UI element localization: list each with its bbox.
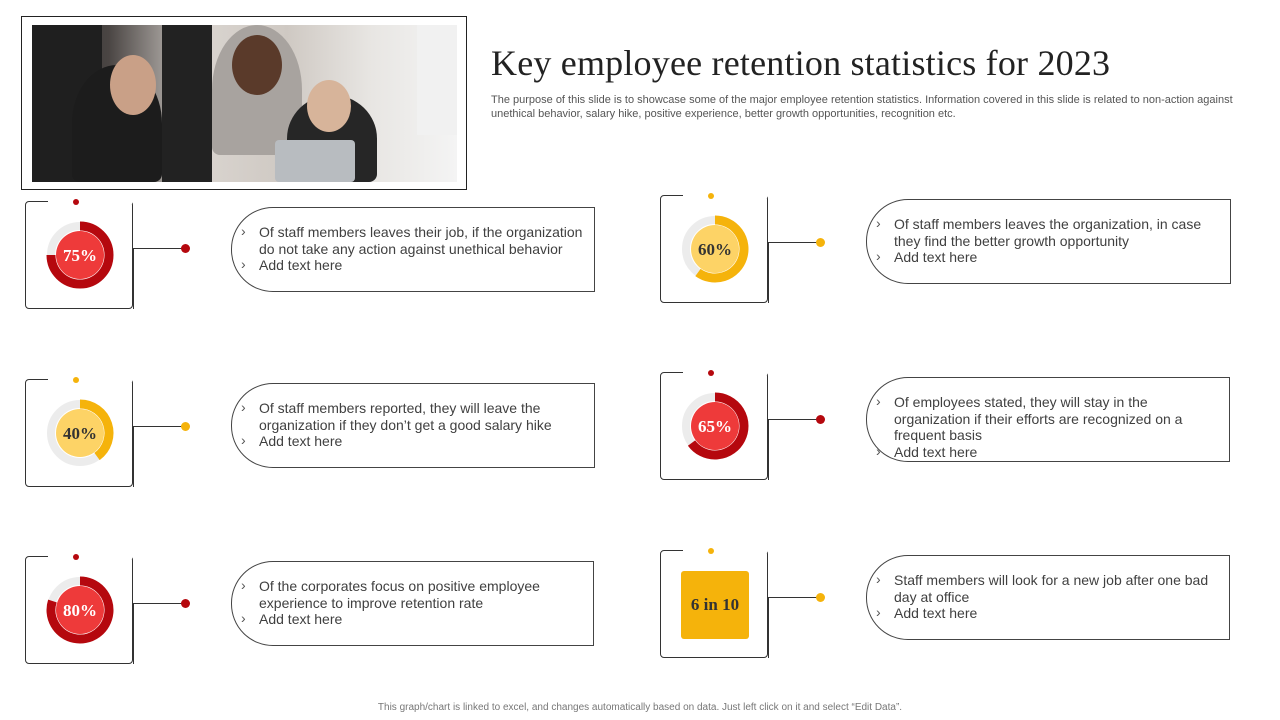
donut-value-arc xyxy=(79,399,114,461)
connector-line xyxy=(768,419,769,480)
donut-chart: 75% xyxy=(46,221,114,289)
add-text-placeholder[interactable]: Add text here xyxy=(241,610,585,628)
stat-description: Of staff members reported, they will lea… xyxy=(241,399,586,433)
stat-card: 75% xyxy=(25,199,133,309)
connector-line xyxy=(133,248,187,249)
connector-end-dot xyxy=(181,422,190,431)
connector-line xyxy=(133,603,134,664)
connector-end-dot xyxy=(816,415,825,424)
donut-chart: 65% xyxy=(682,392,749,460)
stat-description-box: Of employees stated, they will stay in t… xyxy=(866,377,1230,462)
stat-card: 40% xyxy=(25,377,133,487)
donut-chart: 60% xyxy=(682,215,749,283)
connector-end-dot xyxy=(181,244,190,253)
card-top-dot xyxy=(73,199,79,205)
page-subtitle: The purpose of this slide is to showcase… xyxy=(491,94,1233,120)
add-text-placeholder[interactable]: Add text here xyxy=(876,604,1221,622)
stat-value-label: 75% xyxy=(63,246,97,265)
connector-line xyxy=(768,597,769,658)
stat-value-box: 6 in 10 xyxy=(681,571,749,639)
team-photo-frame xyxy=(21,16,467,190)
connector-line xyxy=(133,248,134,309)
add-text-placeholder[interactable]: Add text here xyxy=(876,248,1222,266)
add-text-placeholder[interactable]: Add text here xyxy=(241,256,586,274)
stat-card: 6 in 10 xyxy=(660,548,768,658)
donut-center xyxy=(691,402,739,450)
donut-chart: 40% xyxy=(47,399,114,466)
donut-center xyxy=(56,586,104,634)
card-top-dot xyxy=(73,377,79,383)
stat-value-label: 65% xyxy=(698,417,732,436)
donut-center xyxy=(56,231,104,279)
stat-description-box: Staff members will look for a new job af… xyxy=(866,555,1230,640)
stat-value-label: 60% xyxy=(698,240,732,259)
card-top-dot xyxy=(708,548,714,554)
stat-description-box: Of the corporates focus on positive empl… xyxy=(231,561,594,646)
donut-value-arc xyxy=(695,215,749,283)
stat-description-box: Of staff members reported, they will lea… xyxy=(231,383,595,468)
stat-card: 65% xyxy=(660,370,768,480)
card-gap xyxy=(48,200,132,204)
connector-line xyxy=(133,426,134,487)
connector-line xyxy=(768,419,822,420)
card-top-dot xyxy=(73,554,79,560)
connector-line xyxy=(133,426,187,427)
donut-center xyxy=(56,409,104,457)
card-top-dot xyxy=(708,370,714,376)
add-text-placeholder[interactable]: Add text here xyxy=(241,432,586,450)
stat-card: 60% xyxy=(660,193,768,303)
stat-card: 80% xyxy=(25,554,133,664)
connector-line xyxy=(133,603,187,604)
card-top-dot xyxy=(708,193,714,199)
connector-end-dot xyxy=(816,238,825,247)
stat-description: Of staff members leaves their job, if th… xyxy=(241,223,586,257)
donut-chart: 80% xyxy=(46,576,114,644)
stat-description: Of employees stated, they will stay in t… xyxy=(876,393,1221,444)
card-gap xyxy=(683,549,767,553)
card-gap xyxy=(48,378,132,382)
connector-line xyxy=(768,242,822,243)
stat-description-box: Of staff members leaves the organization… xyxy=(866,199,1231,284)
add-text-placeholder[interactable]: Add text here xyxy=(876,443,1221,461)
donut-value-arc xyxy=(46,576,114,644)
stat-description: Of the corporates focus on positive empl… xyxy=(241,577,585,611)
stat-value-label: 80% xyxy=(63,601,97,620)
card-gap xyxy=(683,194,767,198)
connector-line xyxy=(768,242,769,303)
footer-note: This graph/chart is linked to excel, and… xyxy=(377,702,903,713)
donut-center xyxy=(691,225,739,273)
connector-end-dot xyxy=(181,599,190,608)
connector-line xyxy=(768,597,822,598)
donut-value-arc xyxy=(46,221,114,289)
stat-description: Staff members will look for a new job af… xyxy=(876,571,1221,605)
donut-value-arc xyxy=(687,392,749,460)
stat-value-label: 40% xyxy=(63,424,97,443)
page-title: Key employee retention statistics for 20… xyxy=(491,43,1111,83)
stat-description-box: Of staff members leaves their job, if th… xyxy=(231,207,595,292)
card-gap xyxy=(683,371,767,375)
team-photo xyxy=(32,25,457,182)
stat-description: Of staff members leaves the organization… xyxy=(876,215,1222,249)
card-gap xyxy=(48,555,132,559)
connector-end-dot xyxy=(816,593,825,602)
